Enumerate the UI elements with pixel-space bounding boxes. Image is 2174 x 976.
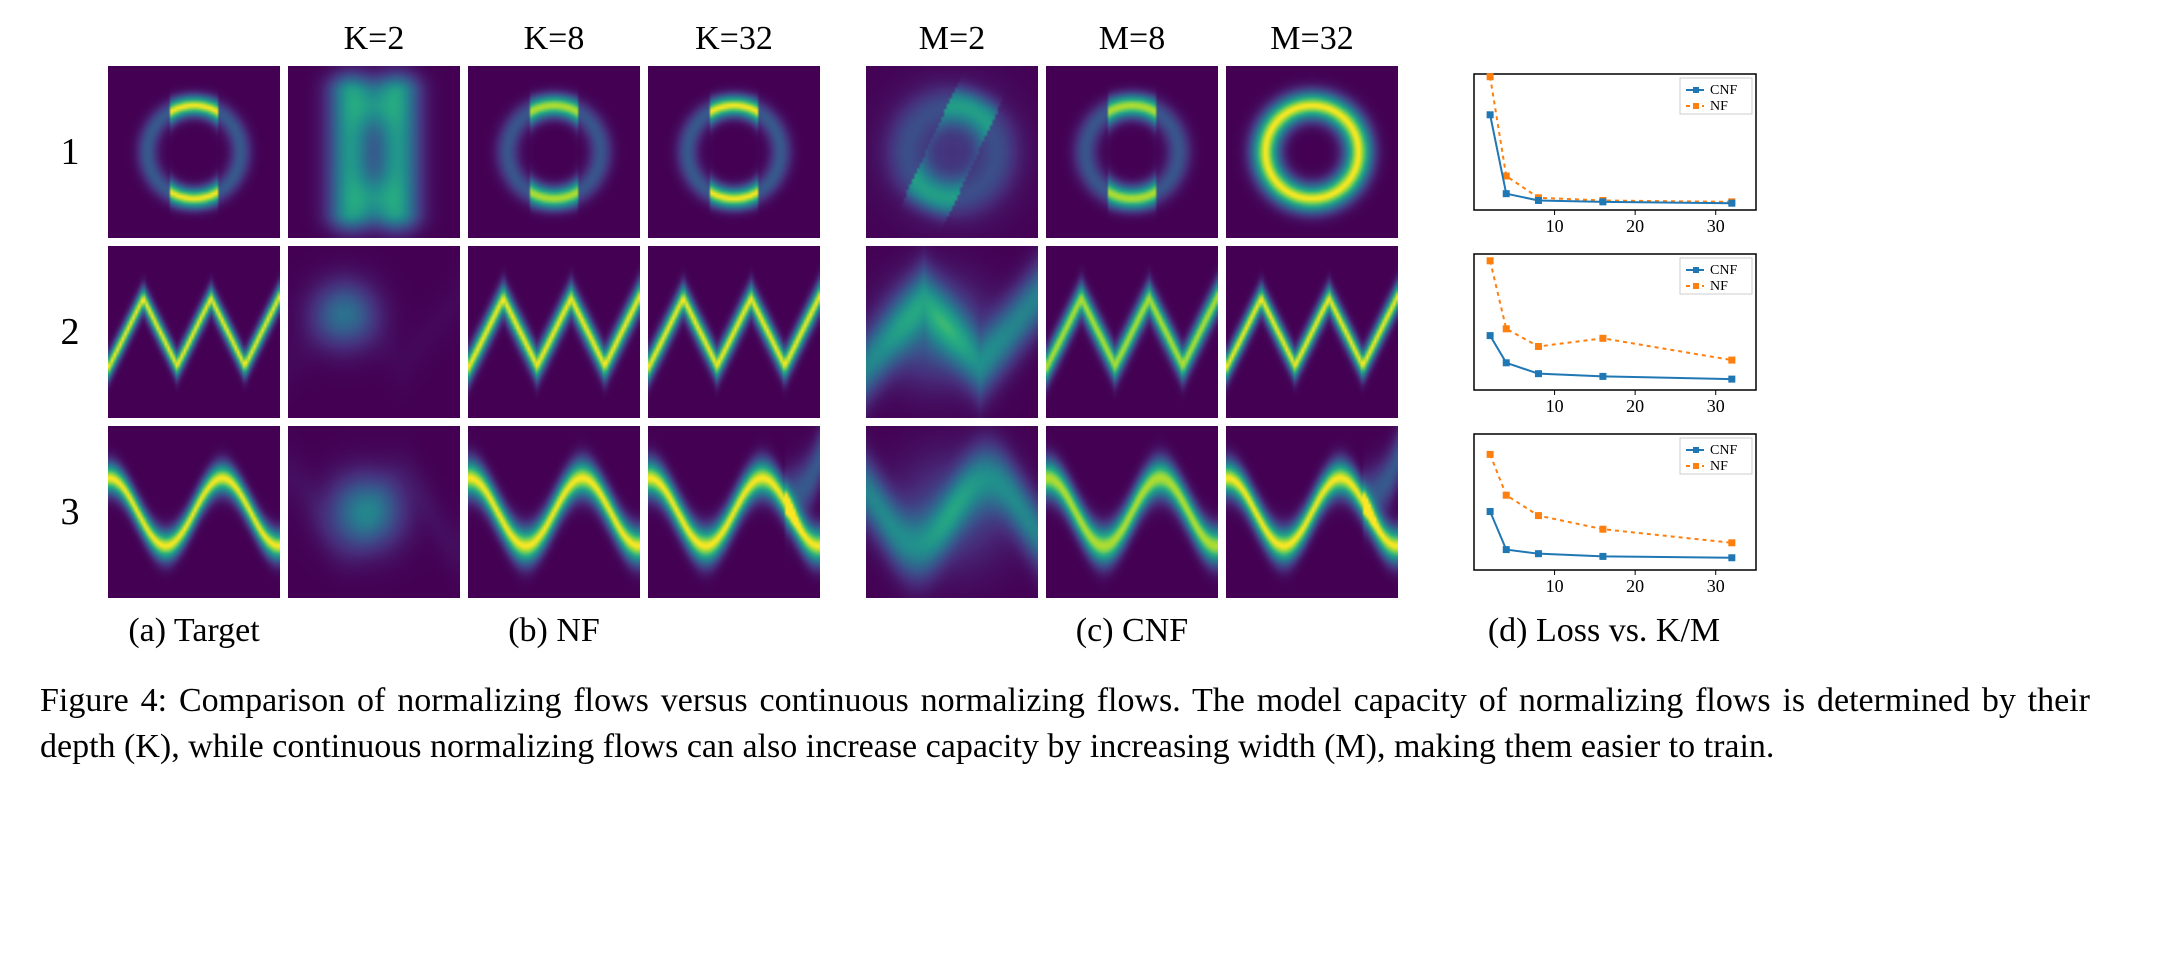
col-header-k2: K=2 (288, 20, 460, 58)
density-cell (1226, 66, 1398, 238)
density-canvas (288, 426, 460, 598)
density-canvas (648, 246, 820, 418)
svg-text:30: 30 (1707, 576, 1725, 596)
density-cell (1226, 426, 1398, 598)
col-header-m2: M=2 (866, 20, 1038, 58)
density-canvas (108, 426, 280, 598)
col-header-k32: K=32 (648, 20, 820, 58)
density-canvas (1226, 66, 1398, 238)
density-cell (108, 66, 280, 238)
density-cell (468, 246, 640, 418)
density-canvas (866, 66, 1038, 238)
density-cell (1046, 66, 1218, 238)
density-cell (288, 426, 460, 598)
loss-chart: 10 20 30 CNFNF (1444, 66, 1764, 238)
svg-text:NF: NF (1710, 279, 1728, 294)
density-cell (866, 246, 1038, 418)
figure-grid: K=2 K=8 K=32 M=2 M=8 M=32 1102030CNFNF21… (40, 20, 2134, 598)
density-canvas (648, 426, 820, 598)
density-cell (108, 246, 280, 418)
density-cell (1046, 426, 1218, 598)
density-cell (1046, 246, 1218, 418)
svg-text:CNF: CNF (1710, 443, 1737, 458)
figure-caption: Figure 4: Comparison of normalizing flow… (40, 678, 2090, 770)
row-header-2: 2 (40, 310, 100, 354)
density-cell (648, 426, 820, 598)
sub-c: (c) CNF (866, 602, 1398, 650)
figure-4: K=2 K=8 K=32 M=2 M=8 M=32 1102030CNFNF21… (40, 20, 2134, 770)
subcaption-row: (a) Target (b) NF (c) CNF (d) Loss vs. K… (40, 602, 2134, 650)
density-canvas (866, 426, 1038, 598)
svg-text:10: 10 (1546, 396, 1564, 416)
sub-d: (d) Loss vs. K/M (1444, 602, 1764, 650)
loss-chart: 10 20 30 CNFNF (1444, 426, 1764, 598)
density-canvas (288, 246, 460, 418)
svg-text:CNF: CNF (1710, 83, 1737, 98)
svg-text:NF: NF (1710, 459, 1728, 474)
sub-b: (b) NF (288, 602, 820, 650)
density-canvas (1046, 246, 1218, 418)
density-cell (866, 66, 1038, 238)
density-cell (468, 426, 640, 598)
density-canvas (108, 246, 280, 418)
density-cell (648, 246, 820, 418)
density-canvas (1046, 426, 1218, 598)
row-header-1: 1 (40, 130, 100, 174)
density-cell (108, 426, 280, 598)
density-cell (288, 246, 460, 418)
svg-text:20: 20 (1626, 216, 1644, 236)
row-header-3: 3 (40, 490, 100, 534)
svg-text:10: 10 (1546, 216, 1564, 236)
loss-chart: 10 20 30 CNFNF (1444, 246, 1764, 418)
col-header-m32: M=32 (1226, 20, 1398, 58)
density-canvas (468, 246, 640, 418)
density-canvas (1226, 246, 1398, 418)
density-canvas (468, 426, 640, 598)
density-cell (648, 66, 820, 238)
density-cell (288, 66, 460, 238)
density-canvas (468, 66, 640, 238)
svg-text:30: 30 (1707, 396, 1725, 416)
density-canvas (866, 246, 1038, 418)
density-cell (1226, 246, 1398, 418)
density-canvas (288, 66, 460, 238)
svg-text:20: 20 (1626, 576, 1644, 596)
svg-text:CNF: CNF (1710, 263, 1737, 278)
density-canvas (1226, 426, 1398, 598)
col-header-m8: M=8 (1046, 20, 1218, 58)
svg-text:30: 30 (1707, 216, 1725, 236)
svg-text:20: 20 (1626, 396, 1644, 416)
svg-text:10: 10 (1546, 576, 1564, 596)
density-cell (468, 66, 640, 238)
col-header-k8: K=8 (468, 20, 640, 58)
density-canvas (108, 66, 280, 238)
svg-text:NF: NF (1710, 99, 1728, 114)
density-canvas (648, 66, 820, 238)
density-canvas (1046, 66, 1218, 238)
density-cell (866, 426, 1038, 598)
sub-a: (a) Target (108, 602, 280, 650)
